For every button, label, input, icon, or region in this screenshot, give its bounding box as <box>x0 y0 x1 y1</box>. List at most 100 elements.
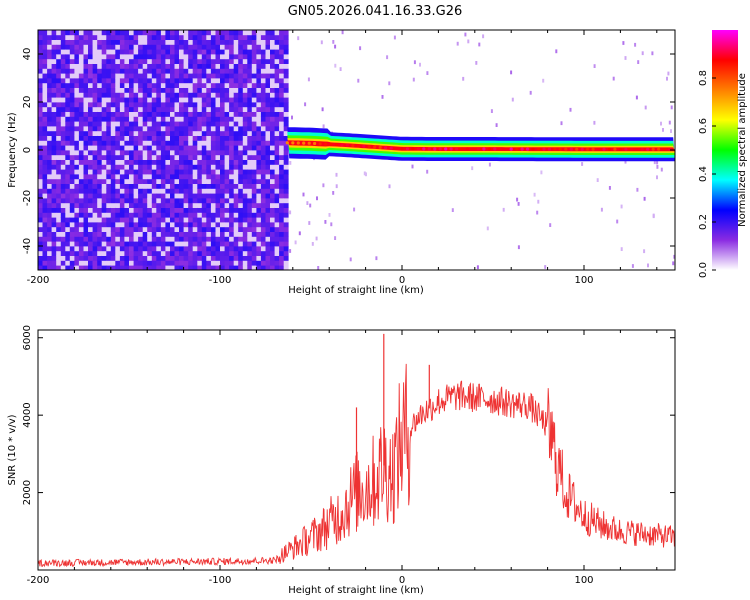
spectrogram-cell <box>197 82 203 88</box>
spectrogram-cell <box>129 121 134 127</box>
signal-peak <box>586 147 590 151</box>
spectrogram-cell <box>308 221 311 225</box>
spectrogram-cell <box>133 92 139 98</box>
signal-peak <box>580 147 584 151</box>
spectrogram-cell <box>201 154 207 160</box>
spectrogram-cell <box>247 58 253 64</box>
spectrogram-cell <box>256 73 262 79</box>
spectrogram-cell <box>174 241 180 247</box>
spectrogram-cell <box>65 150 71 156</box>
spectrogram-cell <box>88 198 93 204</box>
spectrogram-cell <box>179 231 184 237</box>
spectrogram-cell <box>188 73 194 79</box>
spectrogram-cell <box>270 140 275 146</box>
spectrogram-cell <box>138 202 144 208</box>
spectrogram-cell <box>201 58 207 64</box>
spectrogram-cell <box>151 260 157 266</box>
spectrogram-cell <box>224 202 230 208</box>
spectrogram-cell <box>197 54 203 60</box>
spectrogram-cell <box>92 68 98 74</box>
spectrogram-cell <box>65 246 71 252</box>
spectrogram-cell <box>129 169 134 175</box>
spectrogram-cell <box>165 202 171 208</box>
spectrogram-cell <box>110 102 116 108</box>
spectrogram-cell <box>247 116 253 122</box>
spectrogram-cell <box>69 44 75 50</box>
spectrogram-cell <box>47 68 52 74</box>
spectrogram-cell <box>151 87 157 93</box>
spectrogram-cell <box>279 130 285 136</box>
spectrogram-cell <box>156 226 162 232</box>
spectrogram-cell <box>51 121 57 127</box>
spectrogram-cell <box>97 241 103 247</box>
spectrogram-cell <box>220 265 225 270</box>
spectrogram-cell <box>119 260 125 266</box>
spectrogram-cell <box>260 54 266 60</box>
spectrogram-cell <box>270 236 275 242</box>
spectrogram-cell <box>83 111 89 117</box>
spectrogram-cell <box>251 44 257 50</box>
spectrogram-cell <box>233 39 239 45</box>
spectrogram-cell <box>224 164 230 170</box>
spectrogram-cell <box>92 241 98 247</box>
spectrogram-cell <box>60 212 66 218</box>
spectrogram-cell <box>188 78 194 84</box>
spectrogram-cell <box>174 97 180 103</box>
spectrogram-cell <box>229 198 235 204</box>
spectrogram-cell <box>51 265 57 270</box>
spectrogram-cell <box>142 34 148 40</box>
spectrogram-cell <box>106 169 112 175</box>
spectrogram-cell <box>97 63 103 69</box>
spectrogram-cell <box>256 130 262 136</box>
spectrogram-cell <box>210 92 216 98</box>
spectrogram-cell <box>179 236 184 242</box>
spectrogram-cell <box>220 222 225 228</box>
spectrogram-cell <box>265 236 271 242</box>
spectrogram-cell <box>656 160 659 165</box>
spectrogram-cell <box>124 82 130 88</box>
spectrogram-cell <box>106 78 112 84</box>
spectrogram-cell <box>110 255 116 261</box>
spectrogram-cell <box>229 150 235 156</box>
spectrogram-cell <box>174 217 180 223</box>
spectrogram-cell <box>56 121 62 127</box>
spectrogram-cell <box>170 265 175 270</box>
spectrogram-cell <box>174 58 180 64</box>
spectrogram-cell <box>160 87 166 93</box>
spectrogram-cell <box>56 231 62 237</box>
spectrogram-cell <box>270 97 275 103</box>
spectrogram-cell <box>242 193 248 199</box>
spectrogram-cell <box>201 260 207 266</box>
spectrogram-cell <box>341 30 344 35</box>
spectrogram-cell <box>38 44 43 50</box>
spectrogram-cell <box>92 193 98 199</box>
spectrogram-cell <box>69 102 75 108</box>
spectrogram-cell <box>210 202 216 208</box>
spectrogram-cell <box>74 78 80 84</box>
spectrogram-cell <box>242 217 248 223</box>
spectrogram-cell <box>78 87 84 93</box>
spectrogram-cell <box>47 207 52 213</box>
spectrogram-cell <box>279 154 285 160</box>
spectrogram-cell <box>247 207 253 213</box>
spectrogram-cell <box>174 198 180 204</box>
spectrogram-cell <box>233 54 239 60</box>
spectrogram-cell <box>242 68 248 74</box>
spectrogram-cell <box>160 49 166 55</box>
spectrogram-cell <box>78 246 84 252</box>
y-tick-label: -40 <box>22 238 33 254</box>
spectrogram-cell <box>536 210 539 215</box>
spectrogram-cell <box>88 174 93 180</box>
colorbar-ticks: 0.00.20.40.60.8 <box>698 70 716 278</box>
spectrogram-cell <box>101 150 107 156</box>
spectrogram-cell <box>124 222 130 228</box>
spectrogram-cell <box>206 49 212 55</box>
spectrogram-cell <box>124 30 130 36</box>
spectrogram-cell <box>115 78 121 84</box>
spectrogram-cell <box>317 266 320 270</box>
signal-peak <box>318 142 322 146</box>
spectrogram-cell <box>229 169 235 175</box>
spectrogram-cell <box>142 246 148 252</box>
